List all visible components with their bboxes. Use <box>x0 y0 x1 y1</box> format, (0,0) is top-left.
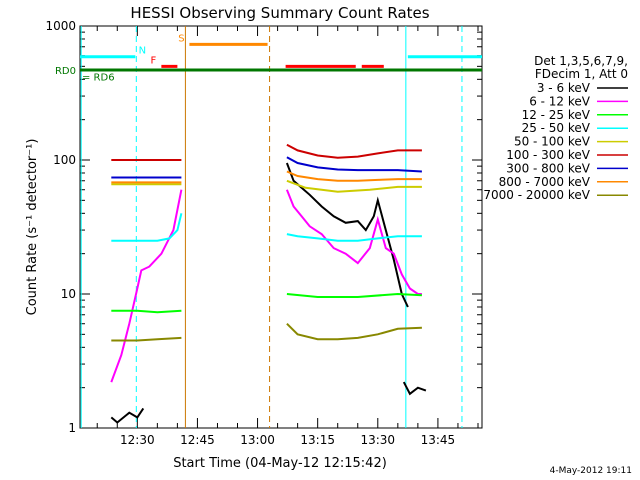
legend-label: 6 - 12 keV <box>529 94 591 108</box>
x-tick-labels: 12:30 12:45 13:00 13:15 13:30 13:45 <box>120 433 455 447</box>
x-tick-label: 13:15 <box>300 433 335 447</box>
flag-bars: N S F <box>80 33 482 68</box>
series-line-0 <box>110 407 145 424</box>
flag-label-f: F <box>150 55 156 66</box>
flag-label-s: S <box>178 33 184 44</box>
y-tick-label: 10 <box>61 287 76 301</box>
legend-label: 12 - 25 keV <box>522 108 591 122</box>
series-line-3 <box>111 213 183 242</box>
series-line-3 <box>286 233 422 242</box>
legend-label: 800 - 7000 keV <box>499 175 591 189</box>
x-axis-label: Start Time (04-May-12 12:15:42) <box>173 456 387 471</box>
legend-label: 3 - 6 keV <box>537 81 591 95</box>
series-line-1 <box>285 189 422 295</box>
reference-lines: RD0 = RD6 <box>55 66 482 83</box>
legend-label: 25 - 50 keV <box>522 121 591 135</box>
legend-header-2: FDecim 1, Att 0 <box>535 67 628 81</box>
y-tick-labels: 1 10 100 1000 <box>45 19 76 435</box>
legend-label: 50 - 100 keV <box>514 135 591 149</box>
series-line-8 <box>111 336 182 342</box>
footer-date: 4-May-2012 19:11 <box>550 466 632 476</box>
series-line-2 <box>111 309 182 314</box>
series-line-8 <box>286 322 422 341</box>
axis-ticks <box>80 26 482 429</box>
plot-frame <box>79 25 483 429</box>
series-line-1 <box>110 189 183 383</box>
y-tick-label: 1 <box>68 421 76 435</box>
ref-label-rd6: = RD6 <box>82 72 115 83</box>
legend-header-1: Det 1,3,5,6,7,9, <box>534 54 628 68</box>
x-tick-label: 12:30 <box>120 433 155 447</box>
y-tick-label: 1000 <box>45 19 76 33</box>
chart-title: HESSI Observing Summary Count Rates <box>130 4 429 22</box>
series-line-6 <box>286 156 422 173</box>
series-line-0 <box>402 381 427 396</box>
y-tick-label: 100 <box>53 153 76 167</box>
data-series <box>110 143 427 424</box>
ref-label-rd0: RD0 <box>55 66 76 77</box>
series-line-0 <box>285 162 409 308</box>
x-tick-label: 13:00 <box>240 433 275 447</box>
y-axis-label: Count Rate (s⁻¹ detector⁻¹) <box>25 139 40 316</box>
series-line-4 <box>286 179 422 193</box>
x-tick-label: 12:45 <box>180 433 215 447</box>
series-line-2 <box>286 292 422 298</box>
series-line-5 <box>286 143 422 159</box>
x-tick-label: 13:30 <box>360 433 395 447</box>
x-tick-label: 13:45 <box>421 433 456 447</box>
series-line-7 <box>286 170 422 182</box>
legend-label: 7000 - 20000 keV <box>483 188 590 202</box>
vertical-markers <box>80 26 463 428</box>
legend-label: 300 - 800 keV <box>506 161 590 175</box>
flag-label-n: N <box>139 46 146 57</box>
legend: Det 1,3,5,6,7,9, FDecim 1, Att 0 3 - 6 k… <box>483 54 628 202</box>
legend-label: 100 - 300 keV <box>506 148 590 162</box>
